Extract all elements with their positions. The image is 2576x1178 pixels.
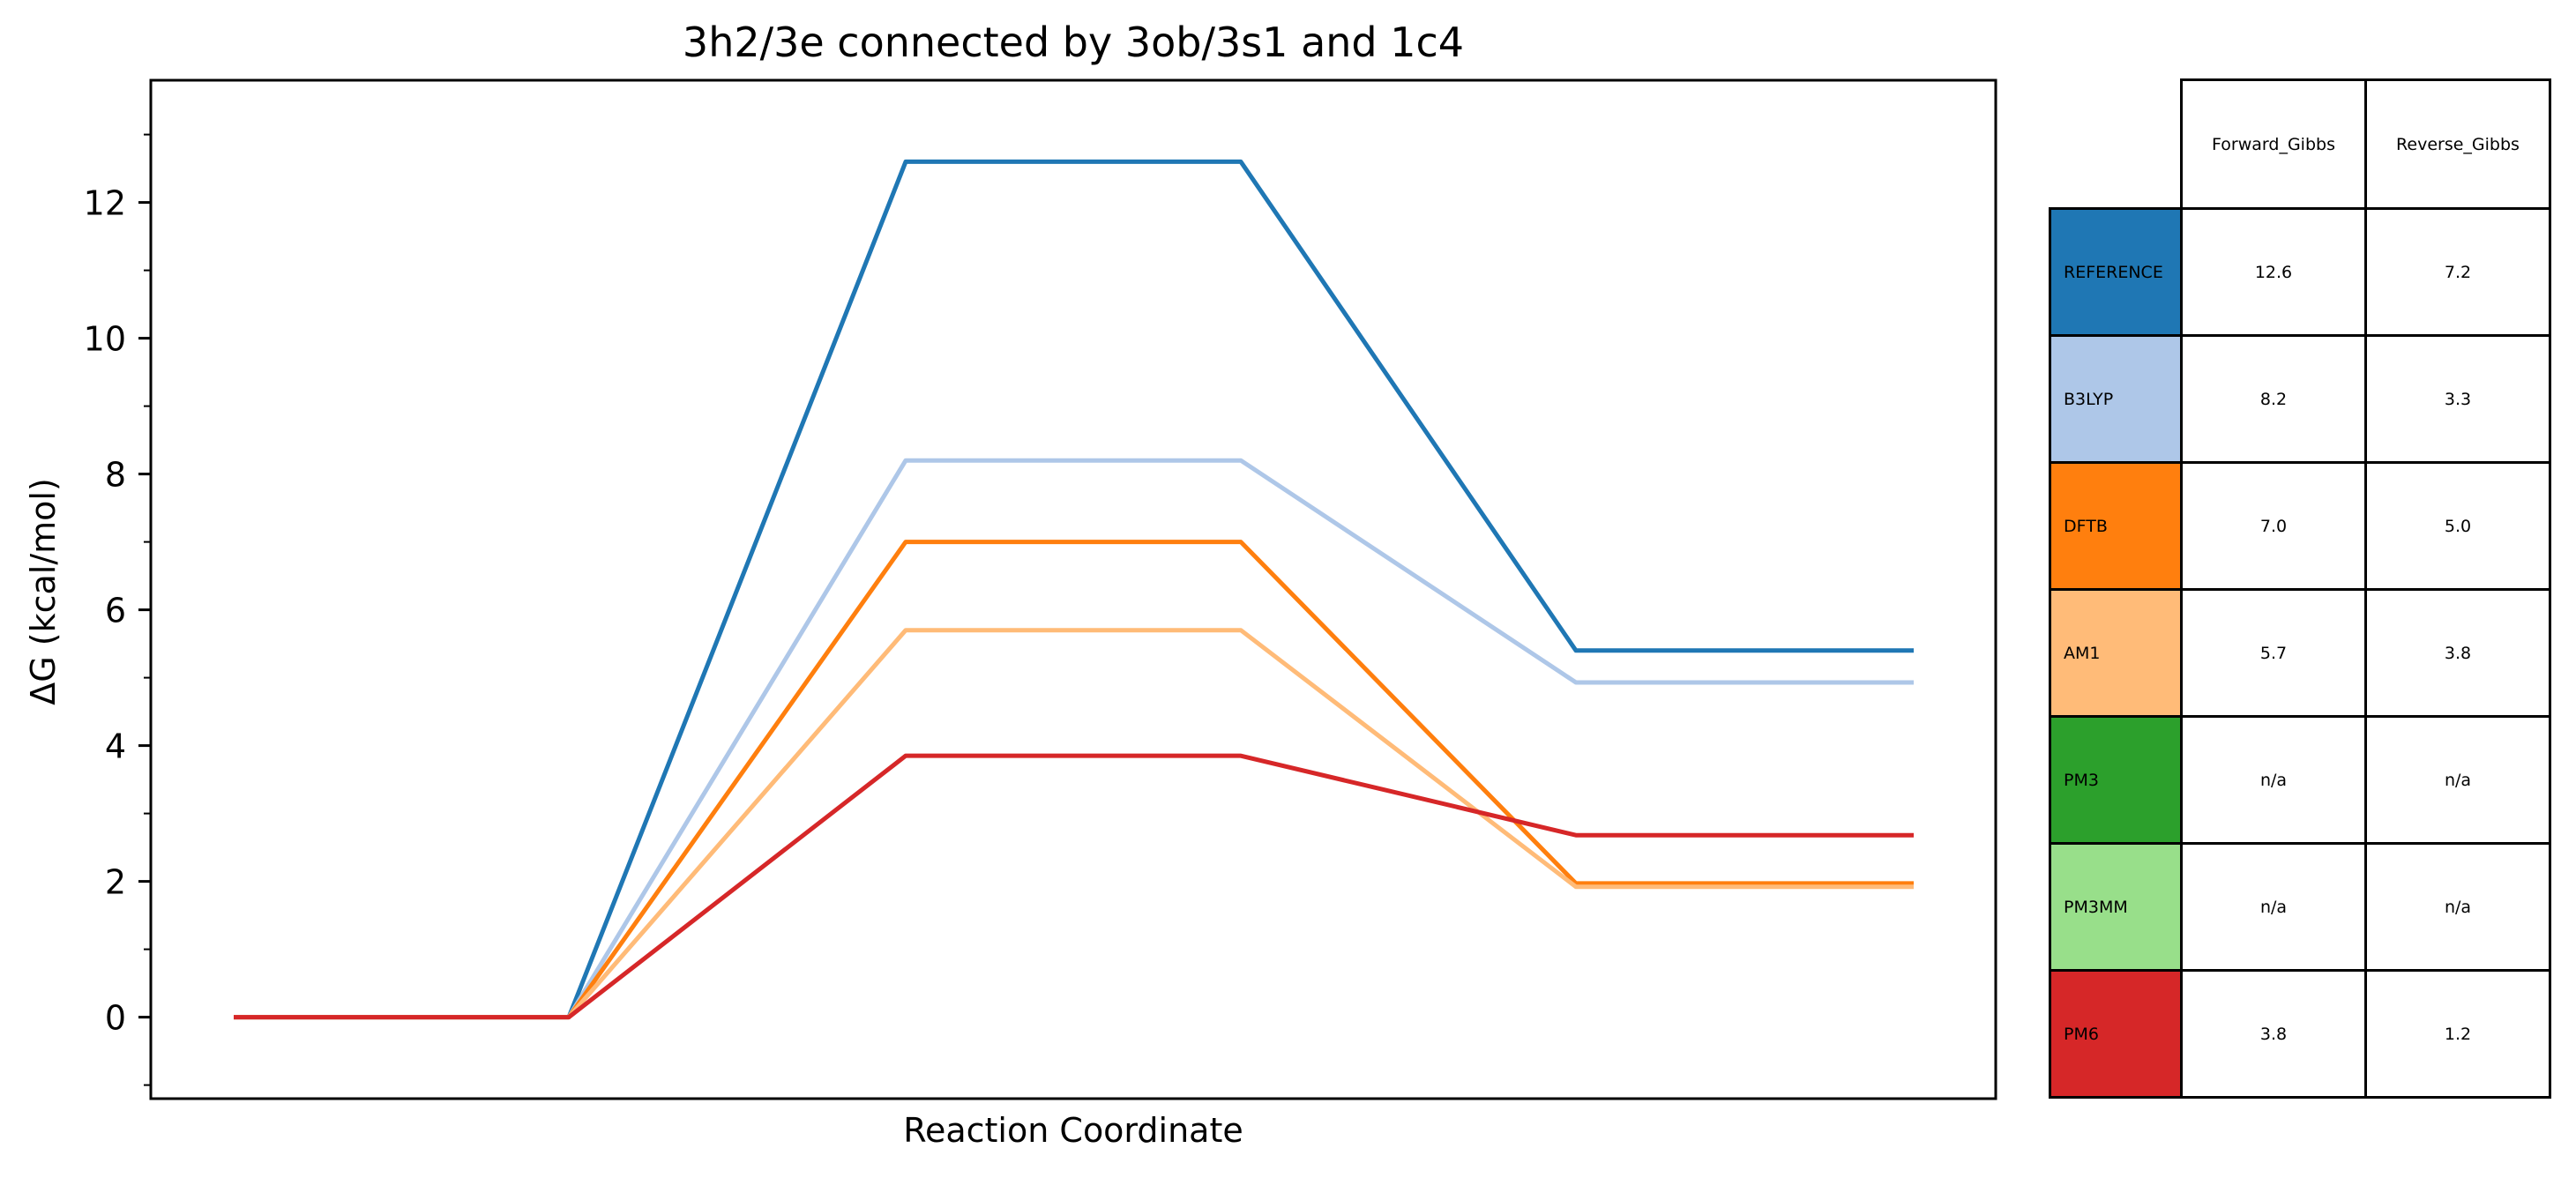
forward-gibbs-cell: n/a — [2180, 842, 2367, 972]
chart-title: 3h2/3e connected by 3ob/3s1 and 1c4 — [683, 19, 1464, 66]
table-row: PM3MM n/a n/a — [2049, 842, 2551, 972]
y-axis-ticks: 0 2 4 6 8 10 12 — [84, 133, 151, 1086]
method-label-cell: AM1 — [2049, 588, 2183, 718]
table-corner-cell — [2050, 80, 2182, 209]
reverse-gibbs-cell: 3.3 — [2364, 334, 2551, 464]
y-axis-label: ΔG (kcal/mol) — [24, 478, 63, 705]
y-tick-label: 8 — [105, 456, 126, 495]
energy-table: Forward_Gibbs Reverse_Gibbs REFERENCE 12.6 7… — [2049, 78, 2551, 1099]
reverse-gibbs-cell: 1.2 — [2364, 969, 2551, 1099]
energy-table-container: Forward_Gibbs Reverse_Gibbs REFERENCE 12.6 7… — [2049, 78, 2551, 1099]
table-row: B3LYP 8.2 3.3 — [2049, 334, 2551, 464]
series-line-dftb — [234, 540, 1914, 1020]
method-label-cell: DFTB — [2049, 461, 2183, 591]
series-line-am1 — [234, 628, 1914, 1020]
x-axis-label: Reaction Coordinate — [903, 1111, 1243, 1150]
table-row: REFERENCE 12.6 7.2 — [2049, 207, 2551, 337]
y-tick-label: 12 — [84, 184, 126, 223]
reverse-gibbs-cell: n/a — [2364, 715, 2551, 845]
table-row: DFTB 7.0 5.0 — [2049, 461, 2551, 591]
table-row: AM1 5.7 3.8 — [2049, 588, 2551, 718]
series-line-pm6 — [234, 753, 1914, 1020]
column-header-reverse-gibbs: Reverse_Gibbs — [2364, 78, 2551, 210]
forward-gibbs-cell: 8.2 — [2180, 334, 2367, 464]
method-label-cell: PM3 — [2049, 715, 2183, 845]
y-tick-label: 4 — [105, 727, 126, 766]
reverse-gibbs-cell: n/a — [2364, 842, 2551, 972]
method-label-cell: PM6 — [2049, 969, 2183, 1099]
forward-gibbs-cell: 12.6 — [2180, 207, 2367, 337]
series-lines — [234, 159, 1914, 1020]
forward-gibbs-cell: 5.7 — [2180, 588, 2367, 718]
method-label-cell: PM3MM — [2049, 842, 2183, 972]
reverse-gibbs-cell: 5.0 — [2364, 461, 2551, 591]
y-tick-label: 0 — [105, 999, 126, 1038]
reverse-gibbs-cell: 3.8 — [2364, 588, 2551, 718]
plot-area-frame — [149, 78, 1997, 1100]
column-header-forward-gibbs: Forward_Gibbs — [2180, 78, 2367, 210]
y-tick-label: 6 — [105, 592, 126, 630]
forward-gibbs-cell: 7.0 — [2180, 461, 2367, 591]
table-header-row: Forward_Gibbs Reverse_Gibbs — [2050, 78, 2551, 210]
forward-gibbs-cell: 3.8 — [2180, 969, 2367, 1099]
method-label-cell: REFERENCE — [2049, 207, 2183, 337]
forward-gibbs-cell: n/a — [2180, 715, 2367, 845]
y-tick-label: 2 — [105, 863, 126, 902]
y-tick-label: 10 — [84, 320, 126, 359]
method-label-cell: B3LYP — [2049, 334, 2183, 464]
table-row: PM6 3.8 1.2 — [2049, 969, 2551, 1099]
reverse-gibbs-cell: 7.2 — [2364, 207, 2551, 337]
table-row: PM3 n/a n/a — [2049, 715, 2551, 845]
